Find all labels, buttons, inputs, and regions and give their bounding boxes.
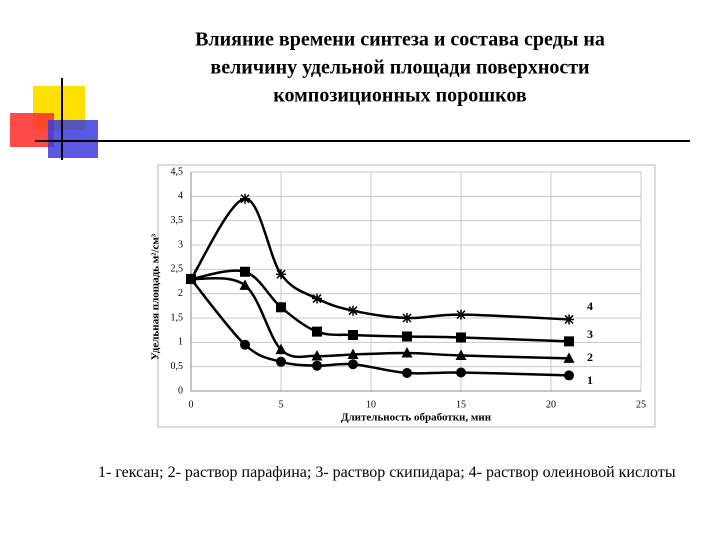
series-label: 2: [587, 350, 593, 364]
x-tick-label: 25: [636, 399, 646, 410]
marker: [240, 266, 250, 277]
y-axis-label: Удельная площадь м²/см³: [150, 233, 162, 360]
y-tick-label: 2,5: [171, 264, 184, 275]
marker: [456, 332, 466, 343]
marker: [348, 359, 358, 370]
series-line: [190, 269, 570, 343]
x-tick-label: 10: [366, 399, 376, 410]
marker: [348, 330, 358, 341]
marker: [401, 347, 413, 358]
marker: [186, 274, 196, 285]
series-label: 3: [587, 327, 593, 341]
marker: [564, 314, 574, 325]
caption: 1- гексан; 2- раствор парафина; 3- раств…: [98, 464, 676, 481]
marker: [276, 269, 286, 280]
y-tick-label: 0,5: [171, 361, 184, 372]
marker: [455, 349, 467, 360]
marker: [456, 309, 466, 320]
title-line: величину удельной площади поверхности: [210, 57, 589, 79]
x-axis-label: Длительность обработки, мин: [341, 412, 492, 424]
series-label: 4: [587, 299, 593, 313]
marker: [347, 348, 359, 359]
marker: [312, 293, 322, 304]
marker: [239, 279, 251, 290]
y-tick-label: 2: [178, 288, 183, 299]
marker: [311, 349, 323, 361]
marker: [402, 331, 412, 342]
marker: [276, 356, 286, 367]
marker: [456, 367, 466, 378]
series-label: 1: [587, 373, 593, 387]
marker: [240, 339, 250, 350]
x-tick-label: 15: [456, 399, 466, 410]
x-tick-label: 20: [546, 399, 556, 410]
y-tick-label: 3,5: [171, 215, 184, 226]
title-line: Влияние времени синтеза и состава среды …: [195, 29, 605, 51]
y-tick-label: 4: [178, 191, 183, 202]
y-tick-label: 0: [178, 385, 183, 396]
marker: [275, 343, 287, 355]
marker: [402, 313, 412, 323]
x-tick-label: 5: [279, 399, 284, 410]
marker: [312, 360, 322, 371]
x-tick-label: 0: [189, 399, 194, 410]
deco-blue: [48, 120, 98, 158]
marker: [402, 367, 412, 378]
y-tick-label: 1,5: [171, 312, 184, 323]
title-line: композиционных порошков: [273, 85, 527, 107]
marker: [563, 352, 575, 363]
marker: [276, 302, 286, 313]
y-tick-label: 4,5: [171, 166, 184, 177]
marker: [564, 370, 574, 381]
y-tick-label: 3: [178, 239, 183, 250]
chart-frame: [157, 164, 656, 428]
marker: [564, 336, 574, 347]
y-tick-label: 1: [178, 337, 183, 348]
marker: [348, 305, 358, 316]
marker: [240, 193, 250, 204]
marker: [312, 326, 322, 337]
series-line: [189, 197, 570, 321]
